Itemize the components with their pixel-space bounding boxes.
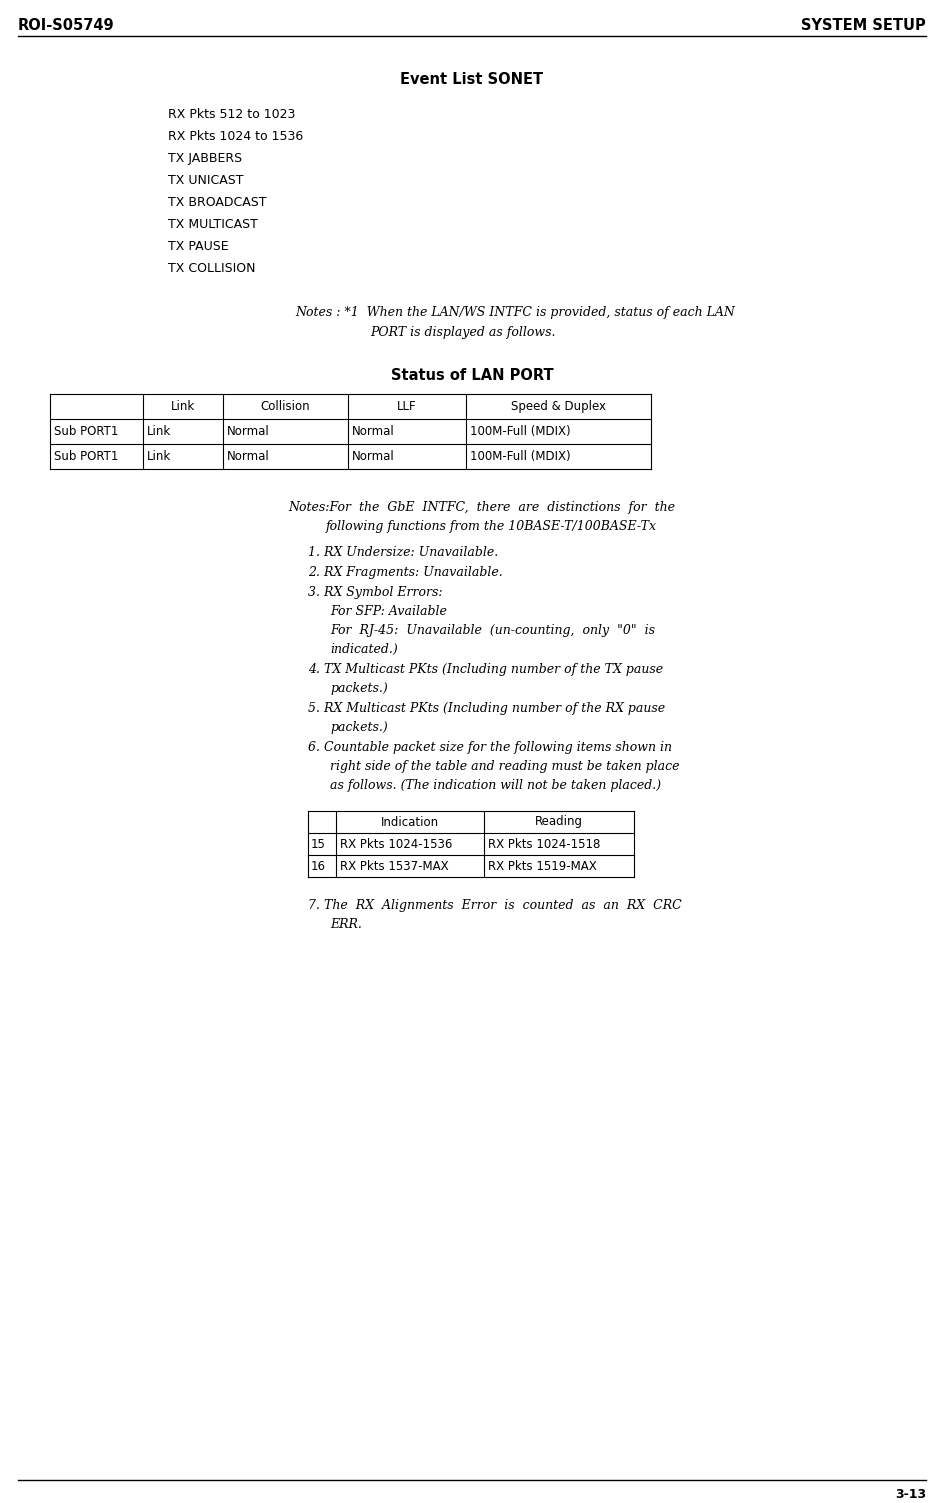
Text: as follows. (The indication will not be taken placed.): as follows. (The indication will not be …	[330, 779, 661, 792]
Text: Link: Link	[147, 425, 171, 437]
Text: RX Pkts 1024 to 1536: RX Pkts 1024 to 1536	[168, 129, 303, 143]
Text: Notes : *1  When the LAN/WS INTFC is provided, status of each LAN: Notes : *1 When the LAN/WS INTFC is prov…	[295, 307, 734, 319]
Text: For SFP: Available: For SFP: Available	[330, 606, 447, 618]
Text: TX UNICAST: TX UNICAST	[168, 174, 244, 186]
Text: PORT is displayed as follows.: PORT is displayed as follows.	[370, 326, 555, 340]
Text: 3. RX Symbol Errors:: 3. RX Symbol Errors:	[308, 586, 443, 600]
Text: RX Pkts 1024-1536: RX Pkts 1024-1536	[340, 837, 452, 851]
Text: TX MULTICAST: TX MULTICAST	[168, 218, 258, 231]
Text: RX Pkts 1024-1518: RX Pkts 1024-1518	[488, 837, 600, 851]
Text: 15: 15	[311, 837, 326, 851]
Text: Normal: Normal	[352, 449, 395, 463]
Text: Notes:For  the  GbE  INTFC,  there  are  distinctions  for  the: Notes:For the GbE INTFC, there are disti…	[288, 500, 675, 514]
Text: RX Pkts 512 to 1023: RX Pkts 512 to 1023	[168, 108, 295, 122]
Text: packets.): packets.)	[330, 721, 388, 733]
Text: TX COLLISION: TX COLLISION	[168, 262, 256, 275]
Text: LLF: LLF	[397, 400, 417, 413]
Text: Event List SONET: Event List SONET	[400, 72, 544, 87]
Text: right side of the table and reading must be taken place: right side of the table and reading must…	[330, 761, 680, 773]
Text: indicated.): indicated.)	[330, 643, 397, 655]
Text: 7. The  RX  Alignments  Error  is  counted  as  an  RX  CRC: 7. The RX Alignments Error is counted as…	[308, 899, 682, 912]
Text: Sub PORT1: Sub PORT1	[54, 425, 118, 437]
Text: 5. RX Multicast PKts (Including number of the RX pause: 5. RX Multicast PKts (Including number o…	[308, 702, 666, 715]
Text: Normal: Normal	[227, 449, 270, 463]
Text: RX Pkts 1537-MAX: RX Pkts 1537-MAX	[340, 860, 448, 873]
Text: 100M-Full (MDIX): 100M-Full (MDIX)	[470, 449, 570, 463]
Text: Normal: Normal	[227, 425, 270, 437]
Text: packets.): packets.)	[330, 682, 388, 694]
Text: 1. RX Undersize: Unavailable.: 1. RX Undersize: Unavailable.	[308, 546, 498, 559]
Text: ERR.: ERR.	[330, 918, 362, 930]
Text: 100M-Full (MDIX): 100M-Full (MDIX)	[470, 425, 570, 437]
Text: Speed & Duplex: Speed & Duplex	[511, 400, 606, 413]
Text: For  RJ-45:  Unavailable  (un-counting,  only  "0"  is: For RJ-45: Unavailable (un-counting, onl…	[330, 624, 655, 637]
Text: Sub PORT1: Sub PORT1	[54, 449, 118, 463]
Text: Link: Link	[171, 400, 195, 413]
Text: TX PAUSE: TX PAUSE	[168, 240, 228, 253]
Text: ROI-S05749: ROI-S05749	[18, 18, 114, 33]
Text: Indication: Indication	[381, 816, 439, 828]
Text: Collision: Collision	[261, 400, 311, 413]
Text: 2. RX Fragments: Unavailable.: 2. RX Fragments: Unavailable.	[308, 567, 503, 579]
Text: SYSTEM SETUP: SYSTEM SETUP	[801, 18, 926, 33]
Text: TX JABBERS: TX JABBERS	[168, 152, 242, 165]
Text: Link: Link	[147, 449, 171, 463]
Text: Reading: Reading	[535, 816, 583, 828]
Text: 16: 16	[311, 860, 326, 873]
Text: Status of LAN PORT: Status of LAN PORT	[391, 368, 553, 383]
Text: following functions from the 10BASE-T/100BASE-Tx: following functions from the 10BASE-T/10…	[326, 520, 657, 534]
Text: 3-13: 3-13	[895, 1488, 926, 1501]
Text: 4. TX Multicast PKts (Including number of the TX pause: 4. TX Multicast PKts (Including number o…	[308, 663, 663, 676]
Text: 6. Countable packet size for the following items shown in: 6. Countable packet size for the followi…	[308, 741, 672, 755]
Text: RX Pkts 1519-MAX: RX Pkts 1519-MAX	[488, 860, 597, 873]
Text: TX BROADCAST: TX BROADCAST	[168, 195, 266, 209]
Text: Normal: Normal	[352, 425, 395, 437]
